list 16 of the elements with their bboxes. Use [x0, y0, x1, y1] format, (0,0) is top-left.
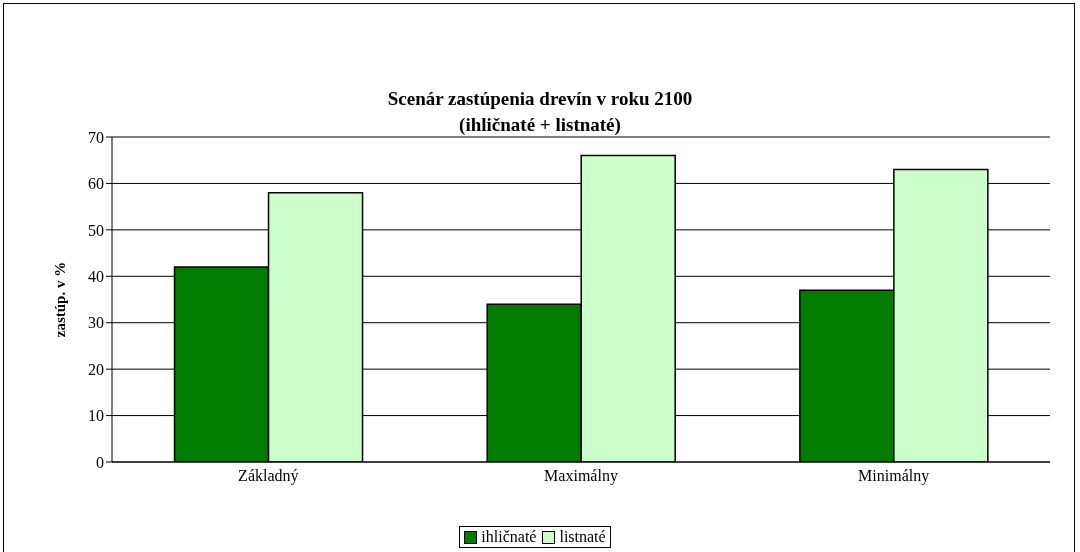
legend-label: ihličnaté	[481, 528, 537, 546]
y-tick-label: 10	[88, 407, 104, 425]
y-tick-label: 0	[96, 453, 104, 471]
chart-subtitle: (ihličnaté + listnaté)	[459, 114, 621, 135]
legend-label: listnaté	[559, 528, 606, 546]
x-tick-label: Minimálny	[858, 467, 930, 486]
y-tick-label: 60	[88, 175, 104, 193]
y-tick-label: 50	[88, 221, 104, 239]
x-tick-label: Maximálny	[544, 467, 618, 486]
chart-title: Scenár zastúpenia drevín v roku 2100	[386, 87, 694, 111]
y-tick-label: 20	[88, 360, 104, 378]
y-tick-label: 40	[88, 267, 104, 285]
y-tick-label: 30	[88, 314, 104, 332]
y-axis-title: zastúp. v %	[52, 261, 69, 338]
x-tick-label: Základný	[238, 467, 299, 486]
y-tick-label: 70	[88, 128, 104, 146]
